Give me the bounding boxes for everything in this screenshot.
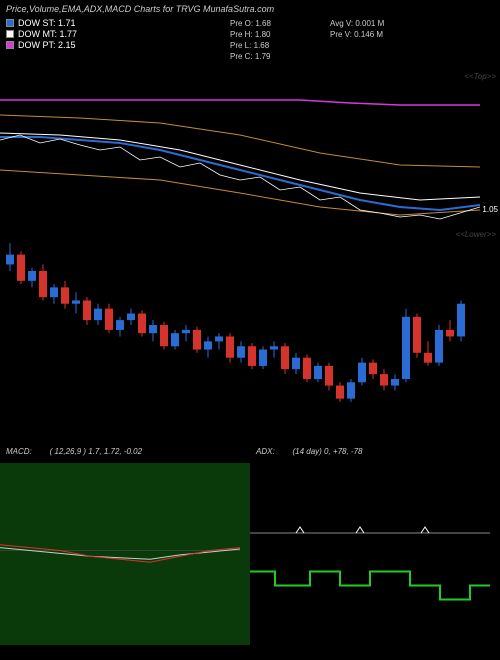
- macd-plot: [0, 463, 250, 645]
- info-row: Pre L: 1.68: [230, 40, 271, 51]
- adx-label: ADX:: [256, 447, 275, 456]
- info-row: Pre C: 1.79: [230, 51, 271, 62]
- legend-label: DOW MT: 1.77: [18, 29, 77, 39]
- info-row: Avg V: 0.001 M: [330, 18, 384, 29]
- legend-swatch: [6, 41, 14, 49]
- legend-label: DOW PT: 2.15: [18, 40, 76, 50]
- price-chart: 1.05: [0, 75, 500, 225]
- price-axis-label: 1.05: [482, 205, 498, 214]
- legend-item: DOW ST: 1.71: [6, 18, 77, 28]
- candlestick-chart: [0, 235, 500, 420]
- ohlc-info: Pre O: 1.68 Pre H: 1.80 Pre L: 1.68 Pre …: [230, 18, 271, 62]
- macd-label: MACD:: [6, 447, 32, 456]
- legend-swatch: [6, 30, 14, 38]
- adx-header: ADX: (14 day) 0, +78, -78: [250, 445, 500, 458]
- adx-params: (14 day) 0, +78, -78: [292, 447, 362, 456]
- info-row: Pre O: 1.68: [230, 18, 271, 29]
- adx-plot: [250, 463, 500, 645]
- chart-title: Price,Volume,EMA,ADX,MACD Charts for TRV…: [6, 4, 274, 14]
- indicator-panels: MACD: ( 12,26,9 ) 1.7, 1.72, -0.02 ADX: …: [0, 445, 500, 645]
- legend-label: DOW ST: 1.71: [18, 18, 76, 28]
- info-row: Pre V: 0.146 M: [330, 29, 384, 40]
- volume-info: Avg V: 0.001 M Pre V: 0.146 M: [330, 18, 384, 40]
- legend-item: DOW MT: 1.77: [6, 29, 77, 39]
- macd-header: MACD: ( 12,26,9 ) 1.7, 1.72, -0.02: [0, 445, 250, 458]
- macd-params: ( 12,26,9 ) 1.7, 1.72, -0.02: [50, 447, 143, 456]
- legend: DOW ST: 1.71 DOW MT: 1.77 DOW PT: 2.15: [6, 18, 77, 51]
- legend-item: DOW PT: 2.15: [6, 40, 77, 50]
- info-row: Pre H: 1.80: [230, 29, 271, 40]
- macd-panel: MACD: ( 12,26,9 ) 1.7, 1.72, -0.02: [0, 445, 250, 645]
- legend-swatch: [6, 19, 14, 27]
- adx-panel: ADX: (14 day) 0, +78, -78: [250, 445, 500, 645]
